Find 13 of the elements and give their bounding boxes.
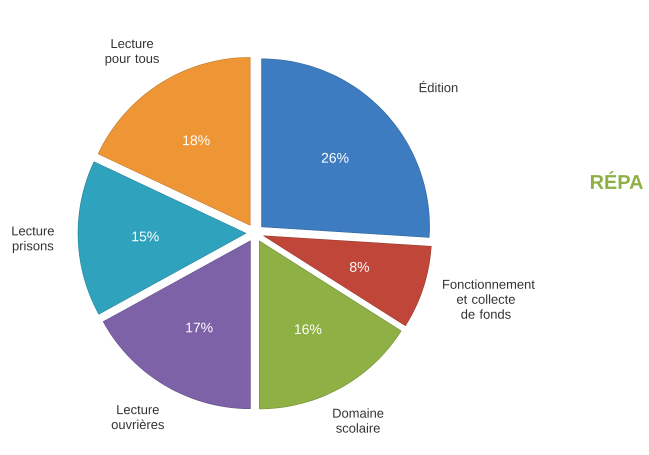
slice-label: Fonctionnement et collecte de fonds — [443, 279, 535, 319]
data-label: 16% — [295, 324, 322, 334]
text: RÉPA — [590, 171, 643, 189]
data-label: 15% — [132, 232, 159, 242]
slice-label: Lecture pour tous — [106, 39, 159, 66]
slice-label: Édition — [420, 80, 458, 92]
data-label: 8% — [350, 262, 370, 272]
slice-label: Lecture ouvrières — [112, 405, 164, 430]
slice-label: Lecture prisons — [12, 226, 54, 253]
data-label: 18% — [183, 135, 210, 146]
slice-label: Domaine scolaire — [333, 408, 384, 433]
data-label: 17% — [186, 322, 213, 332]
data-label: 26% — [322, 152, 348, 163]
